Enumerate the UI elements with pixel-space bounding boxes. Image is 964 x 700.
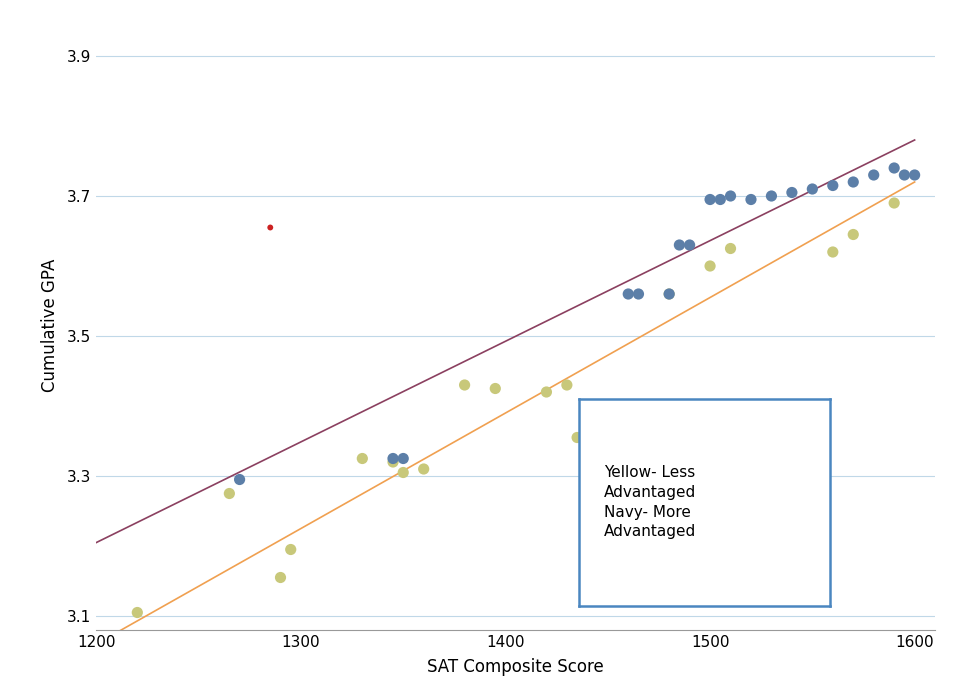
Point bbox=[457, 379, 472, 391]
Point bbox=[386, 453, 401, 464]
Point bbox=[232, 474, 248, 485]
Point bbox=[661, 288, 677, 300]
Point bbox=[897, 169, 912, 181]
Point bbox=[539, 386, 554, 398]
Point bbox=[222, 488, 237, 499]
Point bbox=[273, 572, 288, 583]
Point bbox=[712, 194, 728, 205]
Point bbox=[395, 467, 411, 478]
Point bbox=[621, 288, 636, 300]
Point bbox=[845, 176, 861, 188]
Point bbox=[887, 162, 902, 174]
Point bbox=[845, 229, 861, 240]
Point bbox=[763, 190, 779, 202]
Point bbox=[129, 607, 145, 618]
Point bbox=[887, 197, 902, 209]
Point bbox=[559, 379, 575, 391]
Y-axis label: Cumulative GPA: Cumulative GPA bbox=[40, 259, 59, 392]
Point bbox=[262, 222, 278, 233]
Point bbox=[672, 239, 687, 251]
Point bbox=[283, 544, 299, 555]
Point bbox=[825, 246, 841, 258]
X-axis label: SAT Composite Score: SAT Composite Score bbox=[427, 658, 604, 676]
Point bbox=[703, 260, 718, 272]
Point bbox=[805, 183, 820, 195]
Point bbox=[630, 288, 646, 300]
Point bbox=[825, 180, 841, 191]
Point bbox=[630, 460, 646, 471]
Point bbox=[355, 453, 370, 464]
Point bbox=[723, 243, 738, 254]
Point bbox=[682, 239, 697, 251]
Point bbox=[488, 383, 503, 394]
Point bbox=[784, 187, 799, 198]
Point bbox=[661, 288, 677, 300]
Point bbox=[703, 194, 718, 205]
Point bbox=[723, 190, 738, 202]
Point bbox=[866, 169, 881, 181]
Point bbox=[386, 456, 401, 468]
Point bbox=[570, 432, 585, 443]
Point bbox=[743, 194, 759, 205]
Point bbox=[416, 463, 432, 475]
Point bbox=[395, 453, 411, 464]
Point bbox=[590, 453, 605, 464]
Point bbox=[907, 169, 923, 181]
